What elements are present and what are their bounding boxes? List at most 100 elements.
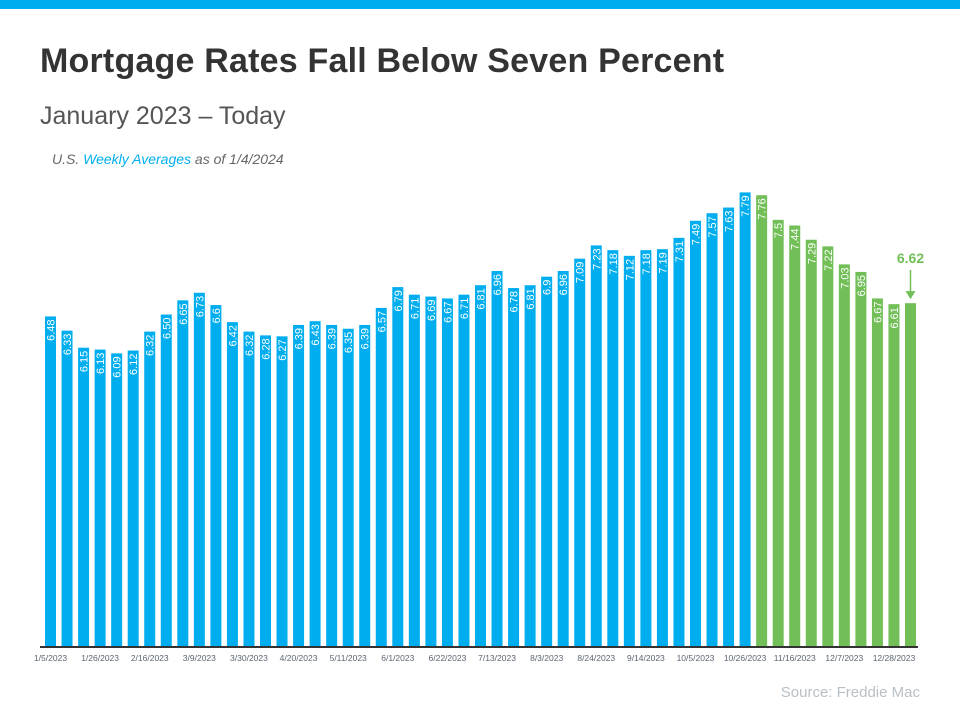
bar (772, 219, 784, 646)
x-tick-label: 6/1/2023 (381, 653, 414, 663)
bar (441, 298, 453, 646)
x-tick-label: 9/14/2023 (627, 653, 665, 663)
bar (293, 324, 305, 646)
x-tick-label: 5/11/2023 (330, 653, 367, 663)
bar-data-label: 7.18 (608, 253, 620, 274)
bar-data-label: 6.32 (145, 335, 157, 356)
bar-data-label: 7.23 (591, 248, 603, 269)
bar-data-label: 6.9 (542, 280, 554, 295)
top-accent-bar (0, 0, 960, 9)
bar (607, 250, 619, 647)
x-tick-label: 3/9/2023 (183, 653, 216, 663)
x-tick-label: 1/26/2023 (81, 653, 119, 663)
bar (574, 258, 586, 646)
bar (656, 249, 668, 646)
bar (475, 285, 486, 646)
bar-data-label: 7.09 (575, 262, 587, 283)
bar-data-label: 6.39 (327, 328, 339, 349)
bar-data-label: 7.63 (724, 211, 736, 232)
bar-data-label: 6.35 (343, 332, 355, 353)
bar (871, 298, 883, 646)
bar (226, 322, 238, 646)
data-note: U.S. Weekly Averages as of 1/4/2024 (52, 151, 284, 167)
source-note: Source: Freddie Mac (780, 684, 920, 701)
bar-data-label: 6.50 (161, 318, 173, 339)
bar-data-label: 6.12 (128, 354, 140, 375)
bar (359, 324, 371, 646)
bar (905, 303, 916, 646)
x-tick-label: 10/26/2023 (724, 653, 767, 663)
bar-data-label: 6.61 (889, 307, 901, 328)
bar-data-label: 6.28 (261, 338, 273, 359)
bar-data-label: 6.15 (79, 351, 91, 372)
note-highlight: Weekly Averages (83, 151, 192, 167)
bar (458, 294, 470, 646)
bar (838, 264, 850, 646)
bar-data-label: 7.79 (740, 195, 752, 216)
bar (756, 195, 768, 646)
bar (789, 225, 801, 647)
bar (491, 270, 503, 646)
bar-data-label: 7.5 (773, 223, 785, 238)
bar (276, 336, 288, 646)
note-prefix: U.S. (52, 151, 84, 167)
bar-data-label: 6.95 (856, 275, 868, 296)
note-suffix: as of 1/4/2024 (191, 151, 284, 167)
bar-data-label: 6.65 (178, 303, 190, 324)
x-tick-label: 12/28/2023 (873, 653, 916, 663)
bar (888, 304, 900, 646)
bar (127, 350, 139, 646)
bar (723, 207, 735, 646)
bar (160, 314, 172, 646)
bar-data-label: 6.33 (62, 334, 74, 355)
bar-data-label: 6.39 (360, 328, 372, 349)
bar (260, 335, 271, 646)
x-tick-label: 3/30/2023 (230, 653, 268, 663)
bar (706, 213, 718, 646)
x-tick-label: 4/20/2023 (280, 653, 318, 663)
bar-data-label: 6.13 (95, 353, 107, 374)
x-tick-label: 8/3/2023 (530, 653, 563, 663)
bar-data-label: 6.69 (426, 300, 438, 321)
bar (524, 285, 536, 646)
bar-data-label: 7.22 (823, 249, 835, 270)
bar-data-label: 7.29 (806, 243, 818, 264)
bar-data-label: 6.96 (492, 274, 504, 295)
bar (94, 349, 106, 646)
x-tick-label: 8/24/2023 (577, 653, 615, 663)
bar-data-label: 7.18 (641, 253, 653, 274)
bar (590, 245, 602, 646)
bar-data-label: 6.67 (442, 301, 454, 322)
chart-title: Mortgage Rates Fall Below Seven Percent (40, 42, 725, 80)
bar (177, 300, 189, 646)
bar (640, 250, 652, 647)
bar-data-label: 6.71 (409, 298, 421, 319)
bar (805, 239, 817, 646)
bar-data-label: 6.27 (277, 339, 289, 360)
bar (193, 292, 205, 646)
bar (243, 331, 255, 646)
bar-data-label: 7.19 (657, 252, 669, 273)
bar (557, 270, 569, 646)
x-tick-label: 7/13/2023 (478, 653, 516, 663)
bar (623, 255, 635, 646)
bar-data-label: 6.6 (211, 308, 223, 323)
bar (673, 237, 685, 646)
bar-data-label: 6.32 (244, 335, 256, 356)
bar-data-label: 6.43 (310, 324, 322, 345)
bar-data-label: 6.96 (558, 274, 570, 295)
bar (855, 271, 867, 646)
bar-data-label: 6.57 (376, 311, 388, 332)
bar-data-label: 7.31 (674, 241, 686, 262)
chart-subtitle: January 2023 – Today (40, 102, 286, 130)
x-tick-label: 10/5/2023 (677, 653, 715, 663)
bar-data-label: 6.81 (476, 288, 488, 309)
bar (61, 330, 73, 646)
bar (508, 288, 520, 646)
bar-data-label: 7.12 (624, 259, 636, 280)
bar-data-label: 6.79 (393, 290, 405, 311)
bar (541, 276, 553, 646)
x-tick-label: 11/16/2023 (774, 653, 816, 663)
bar (690, 220, 701, 646)
